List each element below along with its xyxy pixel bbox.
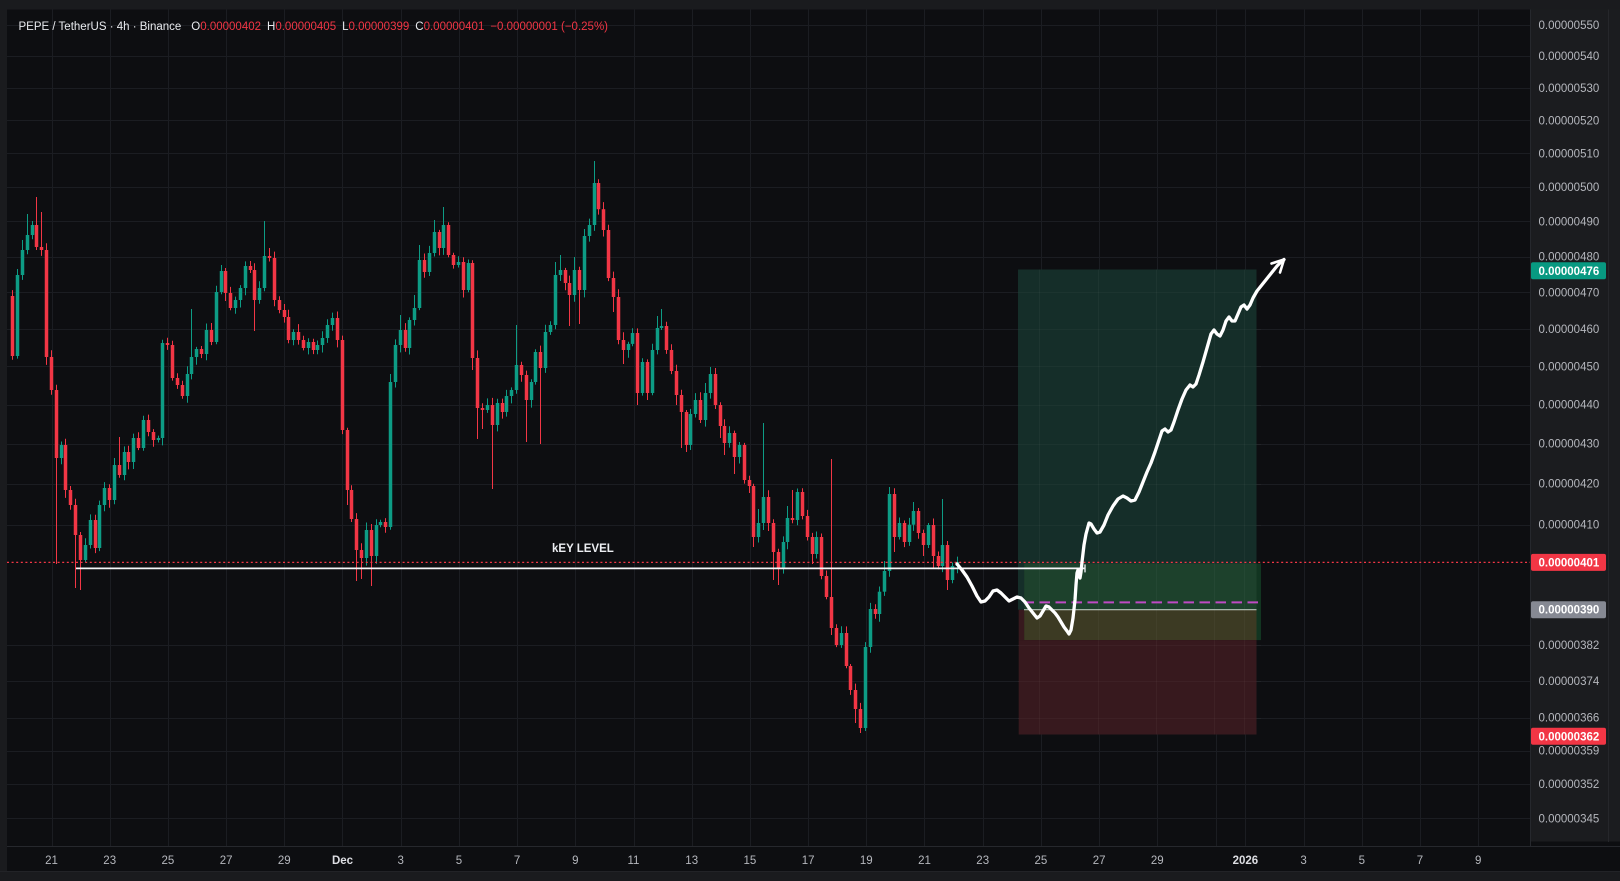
svg-text:5: 5 [1359,855,1365,867]
svg-text:0.00000510: 0.00000510 [1539,148,1600,160]
svg-text:0.00000410: 0.00000410 [1539,520,1600,532]
svg-text:0.00000550: 0.00000550 [1539,20,1600,32]
svg-text:25: 25 [1035,855,1048,867]
svg-text:0.00000460: 0.00000460 [1539,324,1600,336]
svg-text:3: 3 [1300,855,1306,867]
svg-text:kEY LEVEL: kEY LEVEL [552,543,614,555]
svg-text:PEPE / TetherUS · 4h · Binance: PEPE / TetherUS · 4h · Binance O0.0000040… [19,21,609,33]
svg-text:0.00000420: 0.00000420 [1539,479,1600,491]
svg-text:0.00000520: 0.00000520 [1539,115,1600,127]
svg-text:0.00000490: 0.00000490 [1539,216,1600,228]
svg-text:0.00000352: 0.00000352 [1539,779,1600,791]
svg-text:3: 3 [397,855,403,867]
svg-text:9: 9 [572,855,578,867]
svg-text:27: 27 [1093,855,1106,867]
svg-text:21: 21 [45,855,58,867]
svg-text:0.00000450: 0.00000450 [1539,361,1600,373]
svg-text:0.00000500: 0.00000500 [1539,182,1600,194]
svg-text:0.00000382: 0.00000382 [1539,640,1600,652]
svg-text:5: 5 [456,855,462,867]
svg-text:9: 9 [1475,855,1481,867]
svg-text:15: 15 [744,855,757,867]
svg-text:0.00000401: 0.00000401 [1539,557,1600,569]
svg-text:17: 17 [802,855,815,867]
svg-text:Dec: Dec [332,855,354,867]
svg-text:21: 21 [918,855,931,867]
svg-text:7: 7 [514,855,520,867]
svg-text:0.00000430: 0.00000430 [1539,439,1600,451]
svg-text:0.00000480: 0.00000480 [1539,252,1600,264]
svg-text:0.00000390: 0.00000390 [1539,605,1600,617]
svg-text:27: 27 [220,855,233,867]
svg-text:11: 11 [628,855,640,867]
svg-text:23: 23 [103,855,116,867]
svg-text:0.00000362: 0.00000362 [1539,731,1600,743]
svg-text:29: 29 [1151,855,1164,867]
svg-text:13: 13 [685,855,698,867]
svg-text:0.00000530: 0.00000530 [1539,83,1600,95]
svg-text:0.00000366: 0.00000366 [1539,713,1600,725]
svg-text:0.00000359: 0.00000359 [1539,746,1600,758]
svg-text:0.00000374: 0.00000374 [1539,676,1600,688]
svg-text:23: 23 [976,855,989,867]
svg-text:0.00000345: 0.00000345 [1539,813,1600,825]
svg-text:0.00000470: 0.00000470 [1539,287,1600,299]
svg-text:19: 19 [860,855,873,867]
svg-text:7: 7 [1417,855,1423,867]
svg-text:0.00000476: 0.00000476 [1539,266,1600,278]
svg-text:0.00000440: 0.00000440 [1539,400,1600,412]
svg-text:2026: 2026 [1233,855,1259,867]
svg-text:0.00000540: 0.00000540 [1539,51,1600,63]
svg-text:25: 25 [162,855,175,867]
svg-text:29: 29 [278,855,291,867]
